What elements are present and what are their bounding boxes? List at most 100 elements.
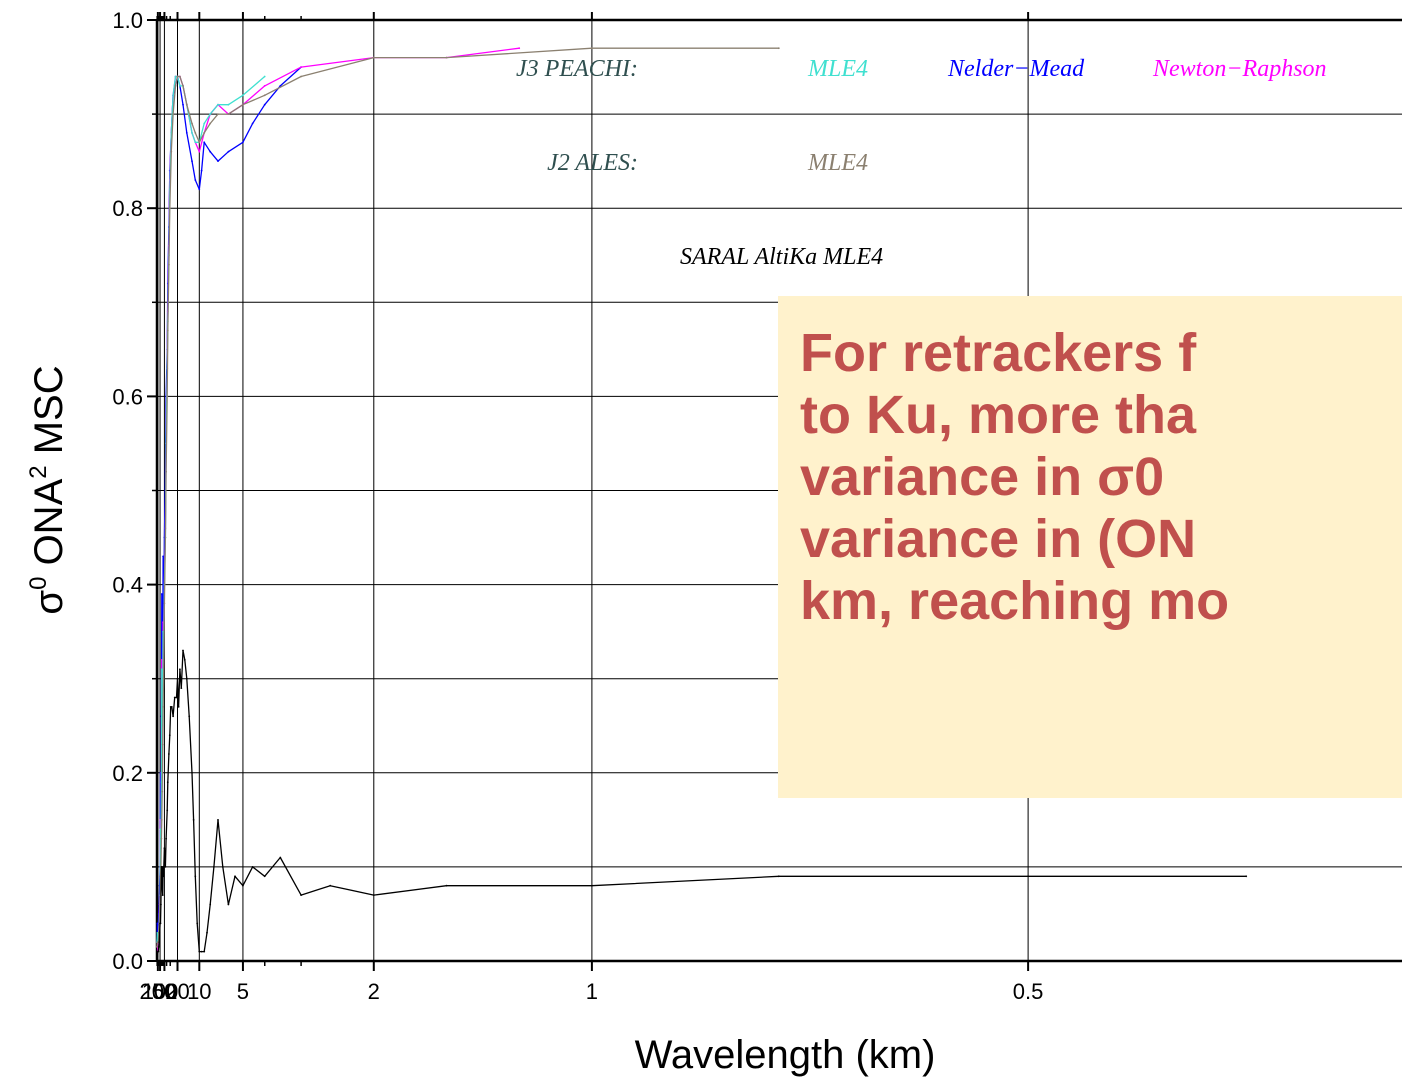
annotation-label: MLE4 (807, 56, 868, 82)
data-point (174, 75, 177, 78)
data-point (221, 866, 224, 868)
y-axis-title-msc: MSC (27, 365, 71, 465)
data-point (166, 395, 169, 398)
data-point (242, 94, 244, 97)
data-point (217, 819, 219, 821)
data-point (176, 677, 179, 680)
data-point (162, 866, 165, 868)
y-tick-label: 0.8 (112, 196, 143, 221)
data-point (185, 103, 188, 106)
data-point (182, 103, 184, 106)
data-point (168, 263, 170, 266)
data-point (234, 875, 236, 878)
data-point (200, 169, 203, 172)
data-point (164, 536, 167, 539)
data-point (163, 847, 166, 849)
data-point (372, 56, 375, 59)
y-axis-title-sup0: 0 (25, 577, 52, 590)
data-point (198, 150, 201, 153)
x-tick-label: 10 (187, 979, 211, 1004)
callout-line: For retrackers f (800, 323, 1197, 383)
data-point (192, 819, 195, 821)
y-tick-label: 1.0 (112, 8, 143, 33)
data-point (251, 122, 254, 125)
data-point (160, 819, 163, 821)
x-tick-label: 5 (237, 979, 249, 1004)
data-point (203, 122, 206, 125)
data-point (209, 903, 212, 906)
data-point (160, 866, 163, 868)
data-point (161, 894, 164, 896)
data-point (164, 866, 167, 868)
x-tick-label: 200 (140, 979, 177, 1004)
annotation-label: J2 ALES: (547, 150, 638, 176)
y-tick-label: 0.2 (112, 761, 143, 786)
x-axis-title: Wavelength (km) (635, 1033, 936, 1077)
data-point (242, 141, 244, 144)
series-line-j2-ales-mle4 (156, 47, 779, 947)
data-point (263, 94, 266, 97)
data-point (180, 687, 183, 689)
data-point (279, 856, 282, 859)
data-point (156, 957, 158, 960)
data-point (163, 602, 166, 605)
y-axis-title-sup2: 2 (25, 465, 52, 478)
data-point (170, 150, 173, 153)
data-point (182, 85, 184, 87)
data-point (162, 677, 165, 680)
data-point (159, 922, 162, 925)
data-point (198, 141, 201, 144)
data-point (196, 922, 199, 925)
data-point (203, 950, 206, 953)
y-axis-title-sigma: σ (27, 590, 71, 615)
data-point (158, 941, 161, 944)
annotation-label: SARAL AltiKa MLE4 (680, 244, 883, 270)
data-point (203, 132, 206, 134)
data-point (172, 715, 175, 718)
annotation-label: J3 PEACHI: (516, 56, 638, 82)
y-axis-title: σ0 ONA2 MSC (25, 365, 71, 614)
data-point (209, 122, 212, 125)
data-point (191, 771, 193, 774)
callout-line: km, reaching mo (800, 571, 1230, 631)
data-point (203, 141, 206, 144)
data-point (183, 659, 186, 661)
data-point (242, 103, 244, 106)
callout-box: For retrackers f to Ku, more tha varianc… (778, 296, 1402, 798)
data-point (185, 132, 188, 134)
callout-text: For retrackers f to Ku, more tha varianc… (778, 296, 1402, 632)
data-point (191, 160, 193, 163)
data-point (157, 946, 160, 948)
data-point (194, 132, 197, 134)
series-layer (156, 47, 1248, 960)
y-tick-label: 0.0 (112, 949, 143, 974)
data-point (157, 950, 160, 953)
x-tick-label: 1 (586, 979, 598, 1004)
data-point (191, 122, 193, 125)
data-point (263, 103, 266, 106)
data-point (172, 113, 175, 115)
data-point (300, 75, 302, 78)
data-point (156, 931, 159, 934)
data-point (372, 894, 375, 896)
data-point (300, 894, 302, 896)
data-point (213, 866, 215, 868)
data-point (166, 781, 169, 784)
data-point (194, 179, 197, 181)
data-point (179, 75, 181, 78)
data-point (174, 85, 177, 87)
data-point (445, 884, 448, 887)
data-point (165, 837, 168, 840)
data-point (200, 950, 203, 953)
data-point (160, 837, 163, 840)
data-point (161, 743, 164, 746)
data-point (172, 94, 175, 97)
data-point (242, 884, 244, 887)
data-point (191, 132, 193, 134)
data-point (209, 113, 212, 115)
data-point (170, 706, 173, 708)
data-point (188, 715, 191, 718)
data-point (227, 903, 230, 906)
annotation-label: Newton−Raphson (1152, 56, 1327, 82)
